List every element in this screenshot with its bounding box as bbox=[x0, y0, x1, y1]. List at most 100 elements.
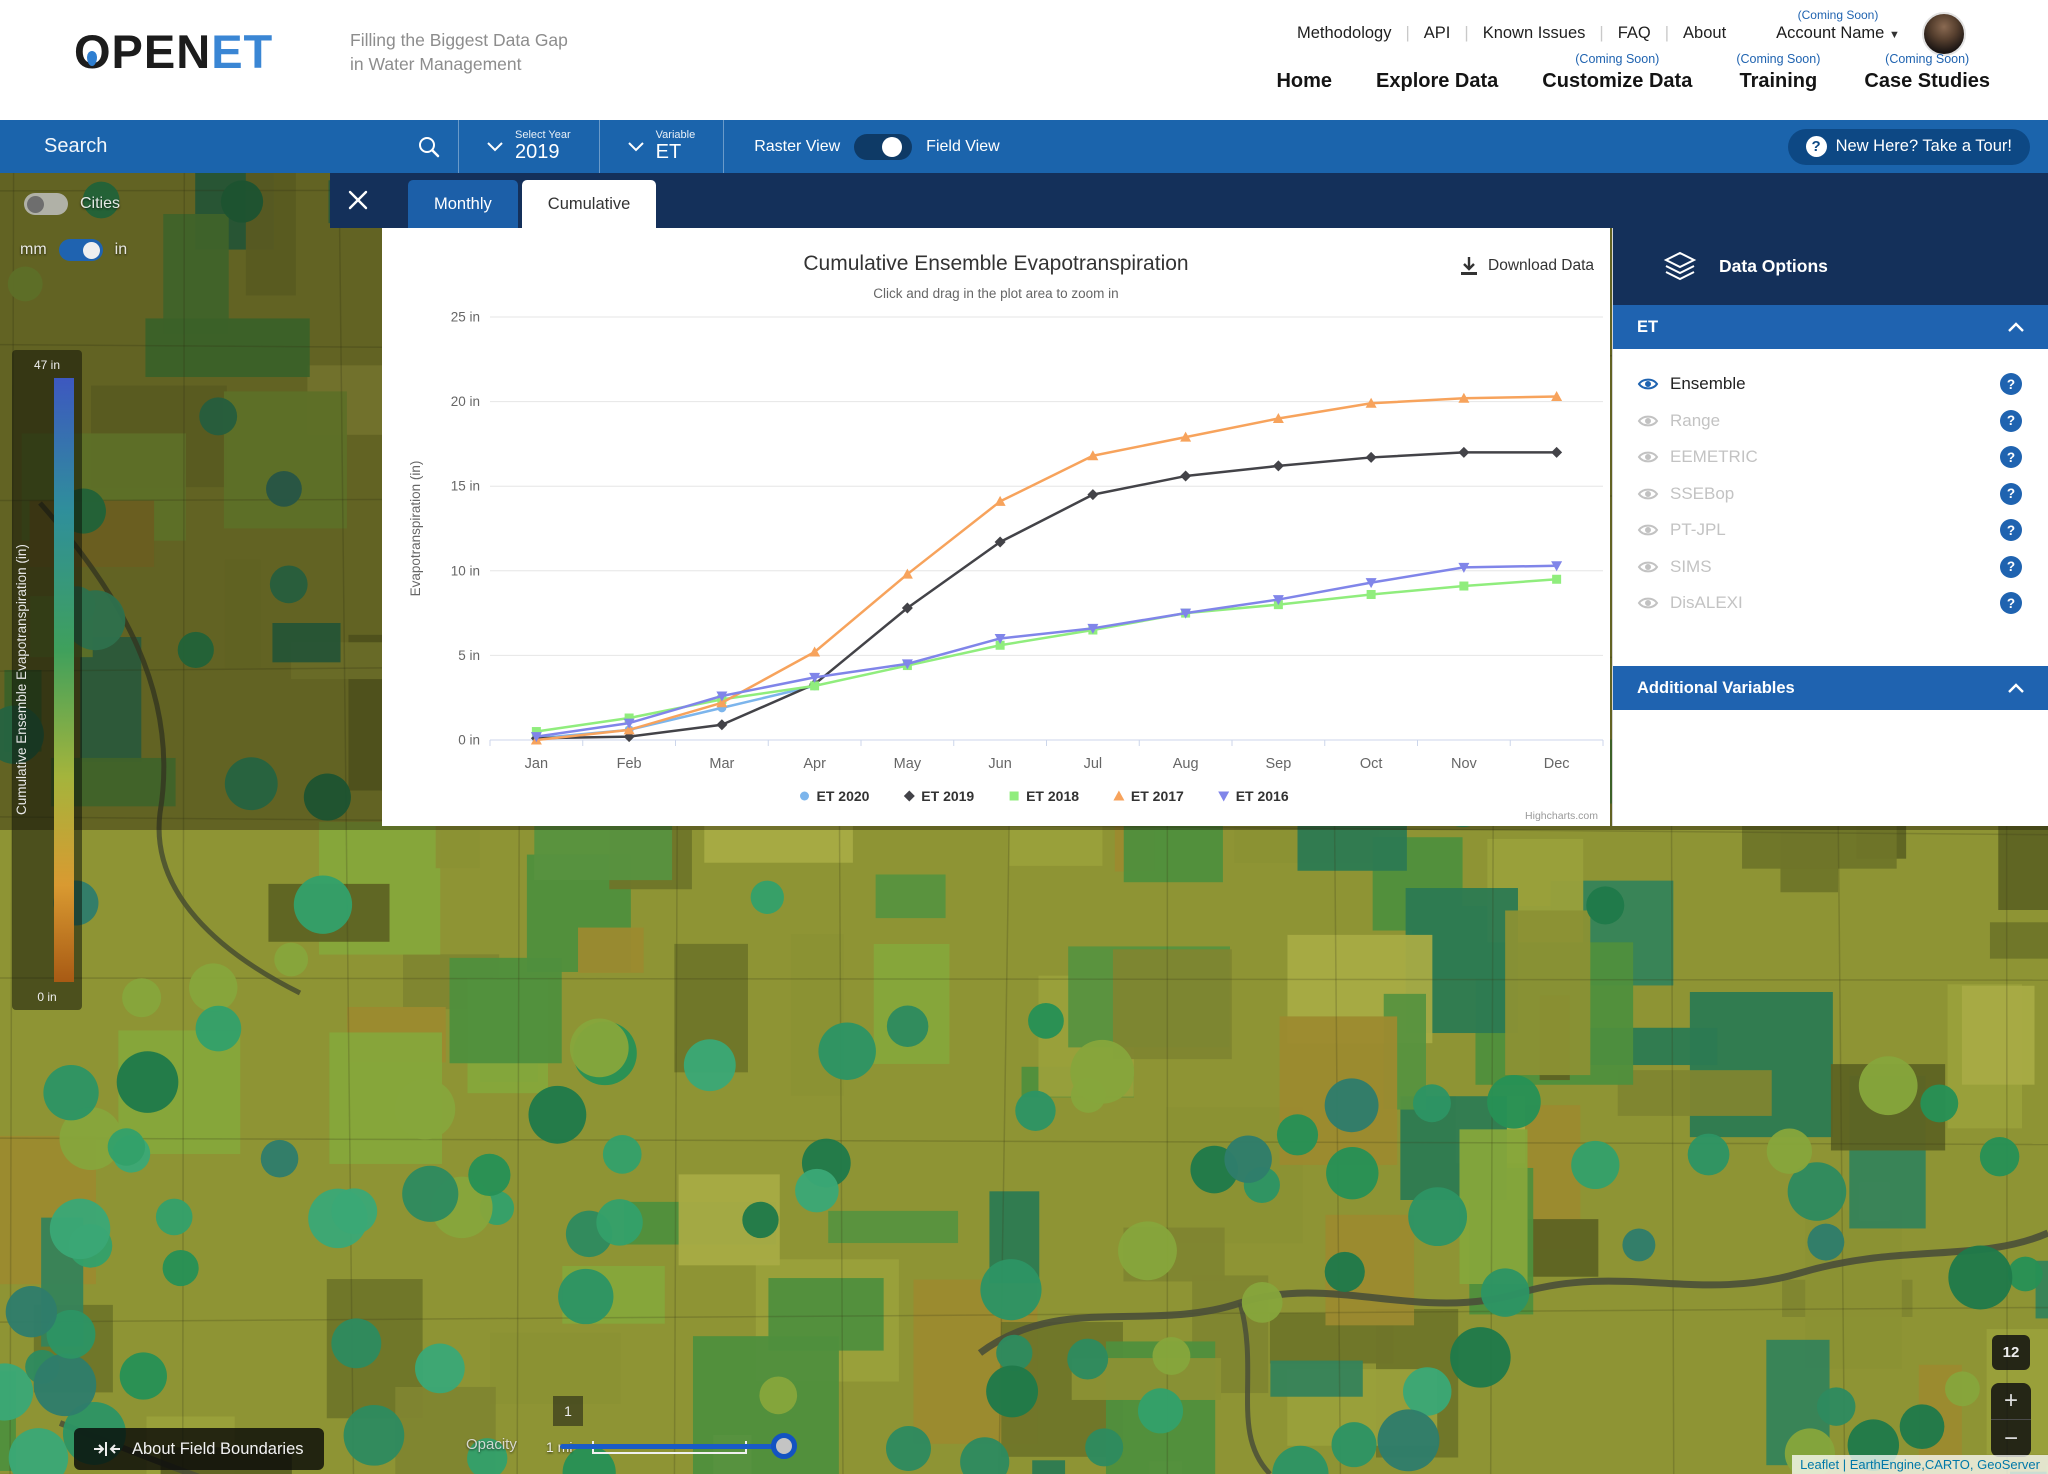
top-link-methodology[interactable]: Methodology bbox=[1297, 24, 1392, 42]
coming-soon-label: (Coming Soon) bbox=[1736, 52, 1821, 66]
svg-text:Jun: Jun bbox=[988, 756, 1011, 772]
help-icon[interactable]: ? bbox=[2000, 555, 2022, 578]
svg-text:15 in: 15 in bbox=[451, 479, 480, 494]
logo-text-open: OPEN bbox=[74, 25, 212, 78]
cities-label: Cities bbox=[80, 195, 121, 212]
about-field-boundaries-button[interactable]: About Field Boundaries bbox=[74, 1428, 324, 1470]
raster-field-toggle[interactable] bbox=[854, 133, 913, 160]
chart-plot-area[interactable]: 0 in 5 in 10 in 15 in 20 in 25 in Jan Feb Mar Apr… bbox=[382, 288, 1610, 826]
help-icon[interactable]: ? bbox=[2000, 592, 2022, 615]
model-label: Range bbox=[1670, 410, 1721, 430]
svg-text:25 in: 25 in bbox=[451, 310, 480, 325]
svg-text:Jan: Jan bbox=[525, 756, 548, 772]
sidebar-item-range[interactable]: Range? bbox=[1613, 403, 2048, 440]
avatar[interactable] bbox=[1922, 12, 1966, 56]
top-link-known-issues[interactable]: Known Issues bbox=[1482, 24, 1586, 42]
model-label: PT-JPL bbox=[1670, 520, 1726, 540]
cities-toggle[interactable] bbox=[24, 193, 68, 215]
tagline: Filling the Biggest Data Gap in Water Ma… bbox=[350, 30, 568, 74]
zoom-in-button[interactable]: + bbox=[1991, 1383, 2031, 1420]
toolbar-divider bbox=[598, 120, 600, 173]
legend-item-et-2016[interactable]: ET 2016 bbox=[1218, 788, 1289, 804]
units-toggle[interactable] bbox=[58, 239, 103, 261]
openet-logo[interactable]: OPEN ET bbox=[74, 24, 273, 79]
help-icon[interactable]: ? bbox=[2000, 409, 2022, 432]
nav-item-explore-data[interactable]: Explore Data bbox=[1376, 52, 1498, 93]
cities-toggle-row: Cities bbox=[24, 193, 120, 215]
top-link-about[interactable]: About bbox=[1683, 24, 1727, 42]
legend-item-et-2019[interactable]: ET 2019 bbox=[903, 788, 975, 804]
chart-modal-tabbar: Monthly Cumulative bbox=[330, 173, 2048, 228]
leaflet-link[interactable]: Leaflet bbox=[1800, 1457, 1840, 1472]
help-icon[interactable]: ? bbox=[2000, 519, 2022, 542]
variable-dropdown[interactable]: Variable ET bbox=[600, 129, 724, 164]
nav-item-training[interactable]: (Coming Soon) Training bbox=[1736, 52, 1820, 93]
eye-icon bbox=[1637, 561, 1659, 573]
tab-cumulative[interactable]: Cumulative bbox=[521, 180, 657, 228]
nav-item-customize-data[interactable]: (Coming Soon) Customize Data bbox=[1542, 52, 1692, 93]
sidebar-item-ensemble[interactable]: Ensemble? bbox=[1613, 366, 2048, 403]
search-icon[interactable] bbox=[418, 136, 440, 158]
svg-text:ET 2020: ET 2020 bbox=[817, 788, 870, 804]
opacity-slider-knob[interactable] bbox=[771, 1433, 797, 1459]
opacity-slider-track[interactable] bbox=[560, 1444, 796, 1449]
nav-label: Case Studies bbox=[1864, 70, 1990, 92]
svg-text:Nov: Nov bbox=[1451, 756, 1478, 772]
svg-text:Evapotranspiration (in): Evapotranspiration (in) bbox=[408, 461, 423, 597]
model-label: Ensemble bbox=[1670, 374, 1746, 394]
top-link-api[interactable]: API bbox=[1423, 24, 1451, 42]
help-icon[interactable]: ? bbox=[2000, 446, 2022, 469]
et-model-list: Ensemble? Range? EEMETRIC? SSEBop? PT-JPL? SI… bbox=[1613, 366, 2048, 622]
model-label: SIMS bbox=[1670, 556, 1712, 576]
help-icon[interactable]: ? bbox=[2000, 373, 2022, 396]
chevron-down-icon bbox=[627, 141, 644, 151]
search-input[interactable] bbox=[44, 135, 412, 158]
legend-item-et-2020[interactable]: ET 2020 bbox=[800, 788, 870, 804]
svg-text:ET 2018: ET 2018 bbox=[1026, 788, 1079, 804]
close-icon[interactable] bbox=[344, 186, 372, 214]
model-label: EEMETRIC bbox=[1670, 447, 1758, 467]
toolbar-divider bbox=[458, 120, 459, 173]
svg-text:5 in: 5 in bbox=[458, 648, 480, 663]
take-a-tour-button[interactable]: ? New Here? Take a Tour! bbox=[1787, 128, 2030, 165]
eye-icon bbox=[1637, 524, 1659, 536]
app-header: OPEN ET Filling the Biggest Data Gap in W… bbox=[0, 0, 2048, 120]
series-et-2016 bbox=[530, 561, 1563, 743]
nav-item-case-studies[interactable]: (Coming Soon) Case Studies bbox=[1864, 52, 1990, 93]
field-view-label: Field View bbox=[926, 137, 1000, 155]
additional-variables-header[interactable]: Additional Variables bbox=[1613, 666, 2048, 710]
eye-icon bbox=[1637, 488, 1659, 500]
svg-text:20 in: 20 in bbox=[451, 394, 480, 409]
svg-text:0 in: 0 in bbox=[458, 733, 480, 748]
top-link-faq[interactable]: FAQ bbox=[1617, 24, 1651, 42]
opacity-label: Opacity bbox=[466, 1436, 517, 1453]
link-divider: | bbox=[1464, 24, 1469, 42]
sidebar-item-disalexi[interactable]: DisALEXI? bbox=[1613, 585, 2048, 622]
sidebar-item-eemetric[interactable]: EEMETRIC? bbox=[1613, 439, 2048, 476]
help-icon[interactable]: ? bbox=[2000, 482, 2022, 505]
tab-monthly[interactable]: Monthly bbox=[408, 180, 518, 228]
sidebar-item-pt-jpl[interactable]: PT-JPL? bbox=[1613, 512, 2048, 549]
svg-text:Aug: Aug bbox=[1173, 756, 1199, 772]
toggle-knob bbox=[82, 241, 100, 259]
zoom-out-button[interactable]: − bbox=[2003, 1424, 2018, 1452]
sidebar-item-sims[interactable]: SIMS? bbox=[1613, 549, 2048, 586]
account-menu[interactable]: (Coming Soon) Account Name ▼ bbox=[1758, 8, 1918, 43]
units-toggle-row: mm in bbox=[20, 239, 127, 261]
sidebar-item-ssebop[interactable]: SSEBop? bbox=[1613, 476, 2048, 513]
et-section-header[interactable]: ET bbox=[1613, 305, 2048, 349]
nav-item-home[interactable]: Home bbox=[1276, 52, 1332, 93]
legend-item-et-2017[interactable]: ET 2017 bbox=[1113, 788, 1184, 804]
main-nav: Home Explore Data (Coming Soon) Customize D… bbox=[1276, 52, 1990, 93]
colorbar-min: 0 in bbox=[37, 990, 57, 1004]
download-data-button[interactable]: Download Data bbox=[1459, 256, 1594, 276]
select-year-label: Select Year bbox=[515, 129, 571, 141]
eye-icon bbox=[1637, 451, 1659, 463]
model-label: SSEBop bbox=[1670, 483, 1735, 503]
legend-item-et-2018[interactable]: ET 2018 bbox=[1009, 788, 1080, 804]
svg-text:Apr: Apr bbox=[803, 756, 826, 772]
highcharts-credit[interactable]: Highcharts.com bbox=[1525, 810, 1598, 822]
data-options-sidebar: Data Options ET Ensemble? Range? EEMETRIC?… bbox=[1612, 228, 2048, 826]
mm-label: mm bbox=[20, 241, 47, 258]
select-year-dropdown[interactable]: Select Year 2019 bbox=[459, 129, 599, 164]
